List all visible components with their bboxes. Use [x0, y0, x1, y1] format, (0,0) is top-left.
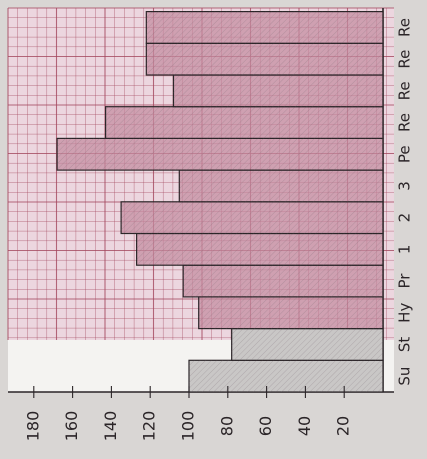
- bar-hatch: [189, 360, 383, 392]
- bar-hatch: [136, 233, 383, 266]
- category-label: 3: [396, 181, 414, 191]
- bar-hatch: [121, 201, 383, 234]
- category-labels: Su St Hy Pr 1 2 3 Pe Re Re Re Re: [396, 18, 414, 386]
- tick-label-20: 20: [334, 416, 353, 436]
- value-axis-ticks: 20 40 60 80 100 120 140 160 180 200: [0, 386, 353, 441]
- bar-hatch: [183, 265, 383, 297]
- category-label: Pr: [396, 273, 414, 289]
- tick-label-120: 120: [140, 411, 159, 442]
- category-label: Re: [396, 50, 414, 69]
- bar-hatch: [179, 170, 383, 202]
- tick-label-80: 80: [217, 416, 236, 436]
- tick-label-200: 200: [0, 411, 4, 442]
- tick-label-180: 180: [23, 411, 42, 442]
- category-label: Re: [396, 113, 414, 132]
- category-label: 2: [396, 213, 414, 223]
- tick-label-160: 160: [62, 411, 81, 442]
- bar-hatch: [231, 328, 383, 361]
- category-label: Re: [396, 81, 414, 100]
- category-label: 1: [396, 245, 414, 255]
- bar-hatch: [146, 43, 383, 75]
- tick-label-60: 60: [256, 416, 275, 436]
- category-label: Pe: [396, 145, 414, 163]
- bars: [56, 11, 384, 393]
- bar-hatch: [57, 138, 384, 171]
- tick-label-100: 100: [179, 411, 198, 442]
- category-label: Su: [396, 367, 414, 386]
- category-label: Hy: [396, 303, 414, 323]
- category-label: Re: [396, 18, 414, 37]
- category-label: St: [396, 337, 414, 353]
- bar-hatch: [105, 106, 383, 139]
- tick-label-40: 40: [295, 416, 314, 436]
- bar-hatch: [198, 296, 383, 329]
- bar-hatch: [173, 75, 383, 107]
- bar-hatch: [146, 11, 383, 44]
- tick-label-140: 140: [101, 411, 120, 442]
